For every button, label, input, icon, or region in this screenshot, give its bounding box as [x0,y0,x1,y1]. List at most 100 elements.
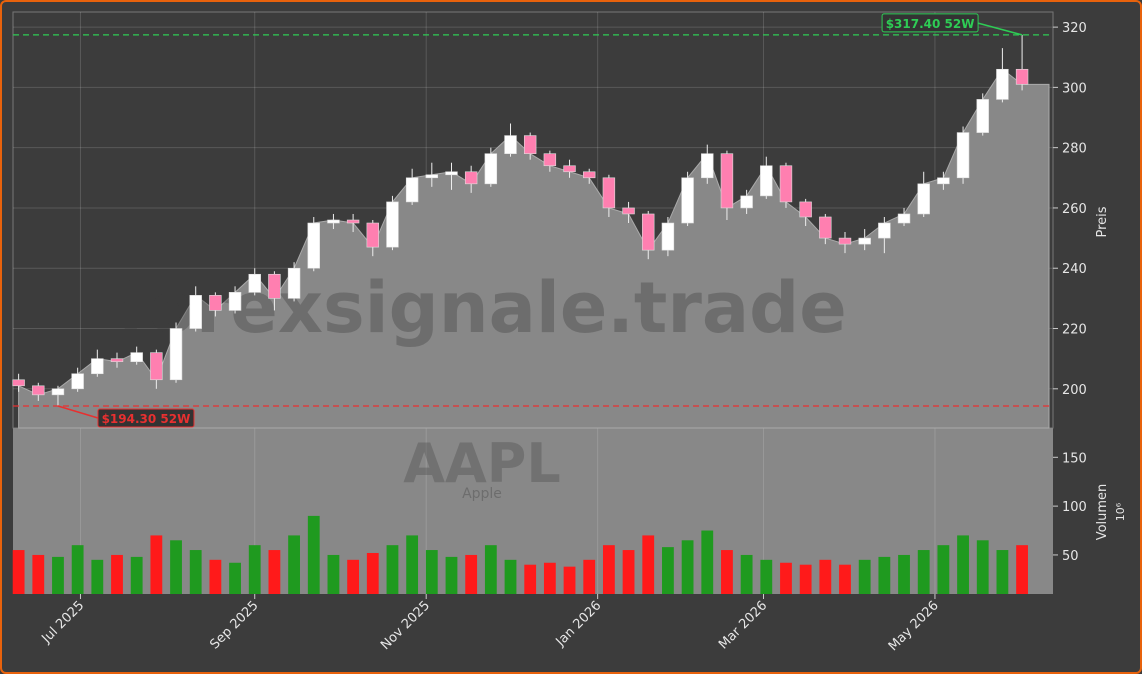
candle-body [523,135,537,154]
annotation-box [97,408,195,428]
candle-body [268,273,281,299]
candle-body [720,153,734,209]
y-tick-label: 220 [1062,323,1087,338]
candle-body [642,213,655,251]
symbol-watermark: AAPL [403,432,561,495]
candle-body [189,295,202,329]
volume-bar [406,535,419,594]
volume-bar [484,545,497,594]
volume-bar [150,535,163,594]
candle-body [307,222,320,269]
volume-bar [130,556,143,594]
volume-bar [799,564,812,594]
volume-bar [248,545,261,594]
volume-bar [780,562,792,594]
volume-bar [268,550,281,594]
candle-body [701,153,714,179]
candle-body [838,237,852,245]
candle-body [740,195,753,209]
volume-bar [91,559,104,594]
x-tick-label: Nov 2025 [378,598,433,653]
candle-body [799,201,812,218]
candle-body [681,177,694,224]
volume-bar [32,554,45,594]
candle-body [209,295,222,311]
candle-body [12,379,25,387]
candle-body [366,222,379,248]
volume-bar [504,559,517,594]
candle-body [897,213,911,224]
y2-axis-label: Volumen [1095,484,1110,541]
candle-body [248,273,261,293]
candle-body [602,177,616,209]
volume-bar [189,550,202,594]
volume-bar [642,535,655,594]
candle-body [504,135,517,154]
volume-bar [366,552,379,594]
candle-body [32,385,45,396]
candle-body [386,201,399,248]
candle-body [484,153,498,185]
volume-bar [898,554,910,594]
x-tick-label: Sep 2025 [207,598,261,652]
volume-bar [917,550,930,594]
candle-body [661,222,675,251]
volume-bar [760,559,773,594]
y-axis-label: Preis [1095,206,1110,237]
volume-bar [996,550,1009,594]
volume-bar [307,515,320,594]
candle-body [71,373,84,390]
volume-bar [858,559,871,594]
candle-body [445,171,458,176]
candle-body [878,222,891,239]
candle-body [287,267,301,299]
volume-bar [12,550,25,594]
candle-body [425,174,439,179]
y-tick-label: 280 [1062,142,1087,157]
candle-body [169,328,183,381]
volume-bar [839,564,851,594]
volume-bar [937,545,950,594]
volume-bar [681,540,694,594]
volume-bar [563,566,576,594]
candle-body [937,177,950,185]
candle-body [110,358,124,362]
volume-bar [386,545,399,594]
volume-bar [721,550,733,594]
volume-bar [878,556,891,594]
volume-bar [52,556,64,594]
volume-bar [662,547,674,594]
candle-body [405,177,419,203]
y-tick-label: 300 [1062,81,1087,96]
volume-bar [583,559,596,594]
candle-body [858,237,871,245]
volume-bar [622,550,635,594]
volume-bar [71,545,84,594]
x-tick-label: Jan 2026 [553,598,605,650]
volume-bar [465,554,478,594]
candle-body [583,171,596,179]
volume-bar [209,559,222,594]
volume-bar [957,535,969,594]
x-tick-label: Jul 2025 [39,598,88,647]
candle-body [996,68,1009,100]
candle-body [760,165,773,197]
volume-bar [347,559,360,594]
y-tick-label: 200 [1062,383,1087,398]
y-tick-label: 260 [1062,202,1087,217]
volume-bar [288,535,300,594]
candle-body [779,165,793,203]
candle-body [51,388,65,396]
annotation-arrow [57,405,99,419]
volume-bar [819,559,832,594]
y2-tick-label: 50 [1062,549,1079,564]
candle-body [976,99,989,133]
company-watermark: Apple [462,486,502,502]
candle-body [622,207,635,215]
marks: $317.40 52W $194.30 52W [12,13,1053,594]
volume-bar [976,540,989,594]
candle-body [346,219,360,224]
watermark: forexsignale.trade [117,267,846,349]
volume-bar [229,562,241,594]
